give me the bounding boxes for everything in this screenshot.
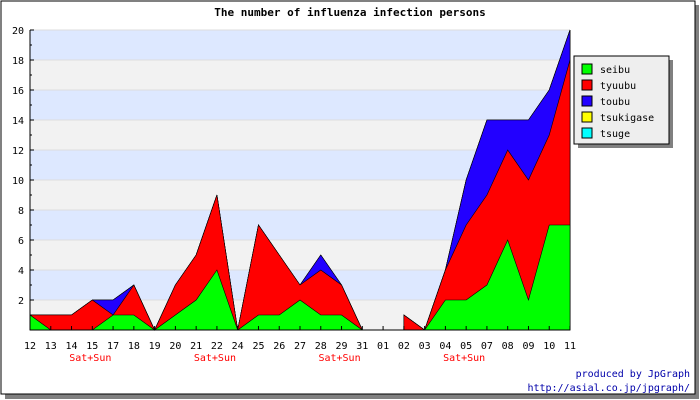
credit-line-2: http://asial.co.jp/jpgraph/: [527, 383, 690, 394]
week-marker-label: Sat+Sun: [318, 353, 360, 364]
x-tick-label: 02: [398, 341, 410, 352]
plot-band: [30, 30, 570, 60]
area-tyuubu: [29, 194, 363, 331]
plot-band: [30, 60, 570, 90]
legend-swatch-tyuubu: [581, 79, 593, 91]
y-tick-label: 16: [12, 86, 24, 97]
legend-swatch-seibu: [581, 63, 593, 75]
legend-swatch-tsuge: [581, 127, 593, 139]
y-tick-label: 12: [12, 146, 24, 157]
x-tick-label: 13: [45, 341, 57, 352]
x-tick-label: 07: [481, 341, 493, 352]
x-tick-label: 22: [211, 341, 223, 352]
legend-label-tsukigase: tsukigase: [600, 113, 654, 124]
x-tick-label: 14: [66, 341, 78, 352]
x-tick-label: 09: [522, 341, 534, 352]
y-axis-ticks: 2 4 6 8 10 12 14 16 18 20: [12, 26, 34, 316]
x-tick-label: 01: [377, 341, 389, 352]
week-marker-label: Sat+Sun: [194, 353, 236, 364]
plot-band: [30, 90, 570, 120]
x-tick-label: 03: [419, 341, 431, 352]
x-tick-label: 18: [128, 341, 140, 352]
x-tick-label: 25: [252, 341, 264, 352]
credit-line-1: produced by JpGraph: [576, 369, 690, 380]
y-tick-label: 14: [12, 116, 24, 127]
x-tick-label: 11: [564, 341, 576, 352]
x-tick-label: 26: [273, 341, 285, 352]
area-tyuubu: [403, 59, 571, 331]
x-tick-label: 27: [294, 341, 306, 352]
y-tick-label: 20: [12, 26, 24, 37]
x-tick-label: 28: [315, 341, 327, 352]
x-axis-ticks: 12 13 14 15 17 18 19 20 21 22 24 25 26 27 28 29 31 01 02 03…: [24, 326, 576, 352]
x-tick-label: 19: [149, 341, 161, 352]
x-tick-label: 31: [356, 341, 368, 352]
x-tick-label: 04: [439, 341, 451, 352]
x-tick-label: 12: [24, 341, 36, 352]
legend-label-tyuubu: tyuubu: [600, 81, 636, 92]
y-tick-label: 8: [18, 206, 24, 217]
x-tick-label: 05: [460, 341, 472, 352]
x-tick-label: 08: [502, 341, 514, 352]
week-marker-label: Sat+Sun: [69, 353, 111, 364]
legend: seibu tyuubu toubu tsukigase tsuge: [573, 55, 673, 148]
week-markers: Sat+Sun Sat+Sun Sat+Sun Sat+Sun: [69, 353, 485, 364]
y-tick-label: 18: [12, 56, 24, 67]
y-tick-label: 2: [18, 296, 24, 307]
y-tick-label: 4: [18, 266, 24, 277]
x-tick-label: 29: [336, 341, 348, 352]
x-tick-label: 21: [190, 341, 202, 352]
legend-swatch-tsukigase: [581, 111, 593, 123]
chart-title: The number of influenza infection person…: [214, 6, 486, 19]
x-tick-label: 15: [86, 341, 98, 352]
y-tick-label: 6: [18, 236, 24, 247]
y-tick-label: 10: [12, 176, 24, 187]
area-seibu: [403, 224, 571, 331]
x-tick-label: 17: [107, 341, 119, 352]
legend-swatch-toubu: [581, 95, 593, 107]
plot-areas: [29, 29, 571, 331]
legend-label-seibu: seibu: [600, 65, 630, 76]
x-tick-label: 24: [232, 341, 244, 352]
x-tick-label: 10: [543, 341, 555, 352]
legend-label-tsuge: tsuge: [600, 129, 630, 140]
legend-label-toubu: toubu: [600, 97, 630, 108]
week-marker-label: Sat+Sun: [443, 353, 485, 364]
x-tick-label: 20: [169, 341, 181, 352]
